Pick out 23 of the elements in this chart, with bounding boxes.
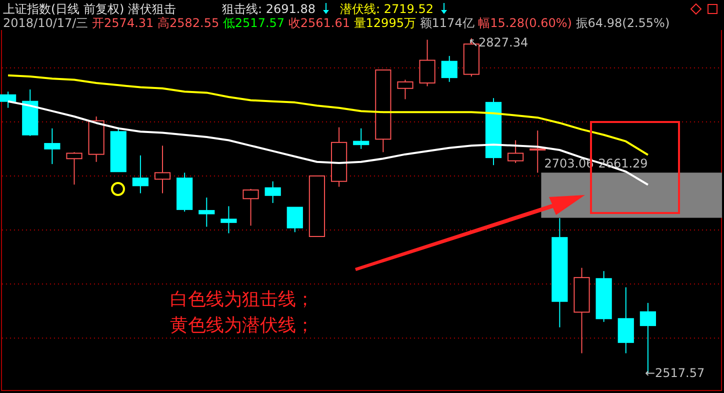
- candlestick: [330, 126, 348, 188]
- text: 潜伏线: 2719.52: [340, 2, 434, 16]
- candlestick: [618, 286, 634, 354]
- candlestick: [353, 128, 370, 150]
- candlestick: [596, 270, 612, 322]
- candlestick: [88, 116, 104, 162]
- candlestick: [264, 180, 281, 204]
- candlestick: [44, 128, 60, 165]
- candlestick: [441, 55, 458, 82]
- candlestick: [552, 218, 568, 328]
- candlestick: [530, 130, 546, 174]
- candlestick: [220, 206, 237, 234]
- annotation: 白色线为狙击线；: [170, 289, 314, 310]
- annotation: 黄色线为潜伏线；: [170, 315, 314, 336]
- candlestick: [132, 154, 148, 194]
- candlestick: [485, 98, 502, 166]
- candlestick: [198, 197, 215, 228]
- text: 狙击线: 2691.88: [222, 2, 316, 16]
- text: 2018/10/17/三 开2574.31 高2582.55 低2517.57 收2561.61 量12995万 额1174亿 幅15.28(0.60%) 振64.98(2.55%): [3, 16, 670, 30]
- candlestick: [154, 145, 171, 194]
- annotation: ←2517.57: [644, 366, 705, 380]
- candlestick: [574, 267, 590, 354]
- chart-title: 上证指数(日线 前复权) 潜伏狙击: [3, 2, 176, 16]
